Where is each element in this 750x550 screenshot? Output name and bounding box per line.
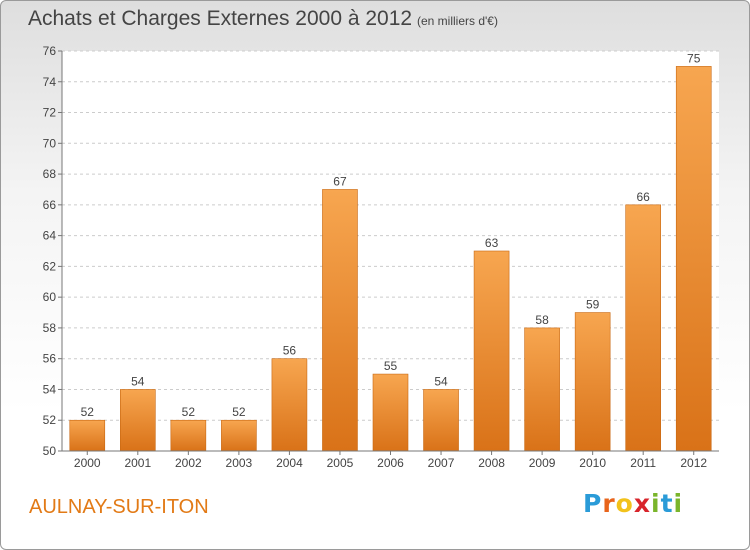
x-tick-label: 2001 [124,456,151,470]
logo-letter: o [615,489,634,518]
y-tick-label: 74 [43,75,57,89]
bar [372,373,409,452]
bar [170,419,207,452]
bar-value-label: 54 [434,374,448,388]
y-tick-label: 72 [43,106,57,120]
bar-value-label: 63 [485,236,499,250]
y-tick-label: 52 [43,413,57,427]
bar [524,327,560,452]
proxiti-logo: Proxiti [583,489,683,518]
bar-value-label: 54 [131,374,145,388]
logo-letter: r [602,489,616,518]
logo-letter: P [583,489,603,518]
x-tick-label: 2012 [680,456,707,470]
bar-value-label: 59 [586,298,600,312]
logo-letter: i [651,489,661,518]
x-tick-label: 2002 [175,456,202,470]
x-tick-label: 2010 [579,456,606,470]
y-tick-label: 66 [43,198,57,212]
x-tick-label: 2003 [226,456,253,470]
x-tick-label: 2000 [74,456,101,470]
bar [423,389,459,452]
y-tick-label: 60 [43,290,57,304]
bar [69,419,106,452]
x-tick-label: 2011 [630,456,656,470]
bar-value-label: 58 [535,313,549,327]
x-tick-label: 2007 [428,456,455,470]
x-tick-label: 2004 [276,456,303,470]
y-tick-label: 76 [43,44,57,58]
y-tick-label: 64 [43,229,57,243]
y-tick-label: 62 [43,259,57,273]
y-tick-label: 70 [43,136,57,150]
bar-value-label: 55 [384,359,398,373]
y-tick-label: 56 [43,352,57,366]
bar-value-label: 52 [232,405,246,419]
bar [625,204,661,452]
y-tick-label: 50 [43,444,57,458]
logo-letter: x [633,489,651,518]
x-tick-label: 2008 [478,456,505,470]
bar [221,419,257,452]
y-tick-label: 54 [43,382,57,396]
logo-letter: t [660,489,674,518]
bar [120,389,156,452]
bar [271,358,308,452]
unit-note: (en milliers d'€) [417,14,498,28]
y-tick-label: 58 [43,321,57,335]
bar-value-label: 75 [687,51,701,65]
x-tick-label: 2005 [327,456,354,470]
bar-value-label: 66 [637,190,651,204]
bar [473,250,510,452]
place-name: AULNAY-SUR-ITON [29,496,209,518]
bar [675,66,712,452]
bar [574,312,611,452]
bar-value-label: 52 [182,405,196,419]
y-tick-label: 68 [43,167,57,181]
bar-value-label: 67 [333,174,347,188]
bar [322,189,358,452]
bar-value-label: 52 [81,405,95,419]
bar-value-label: 56 [283,344,297,358]
x-tick-label: 2009 [529,456,556,470]
x-tick-label: 2006 [377,456,404,470]
logo-letter: i [673,489,684,518]
chart-title: Achats et Charges Externes 2000 à 2012 [28,7,413,30]
